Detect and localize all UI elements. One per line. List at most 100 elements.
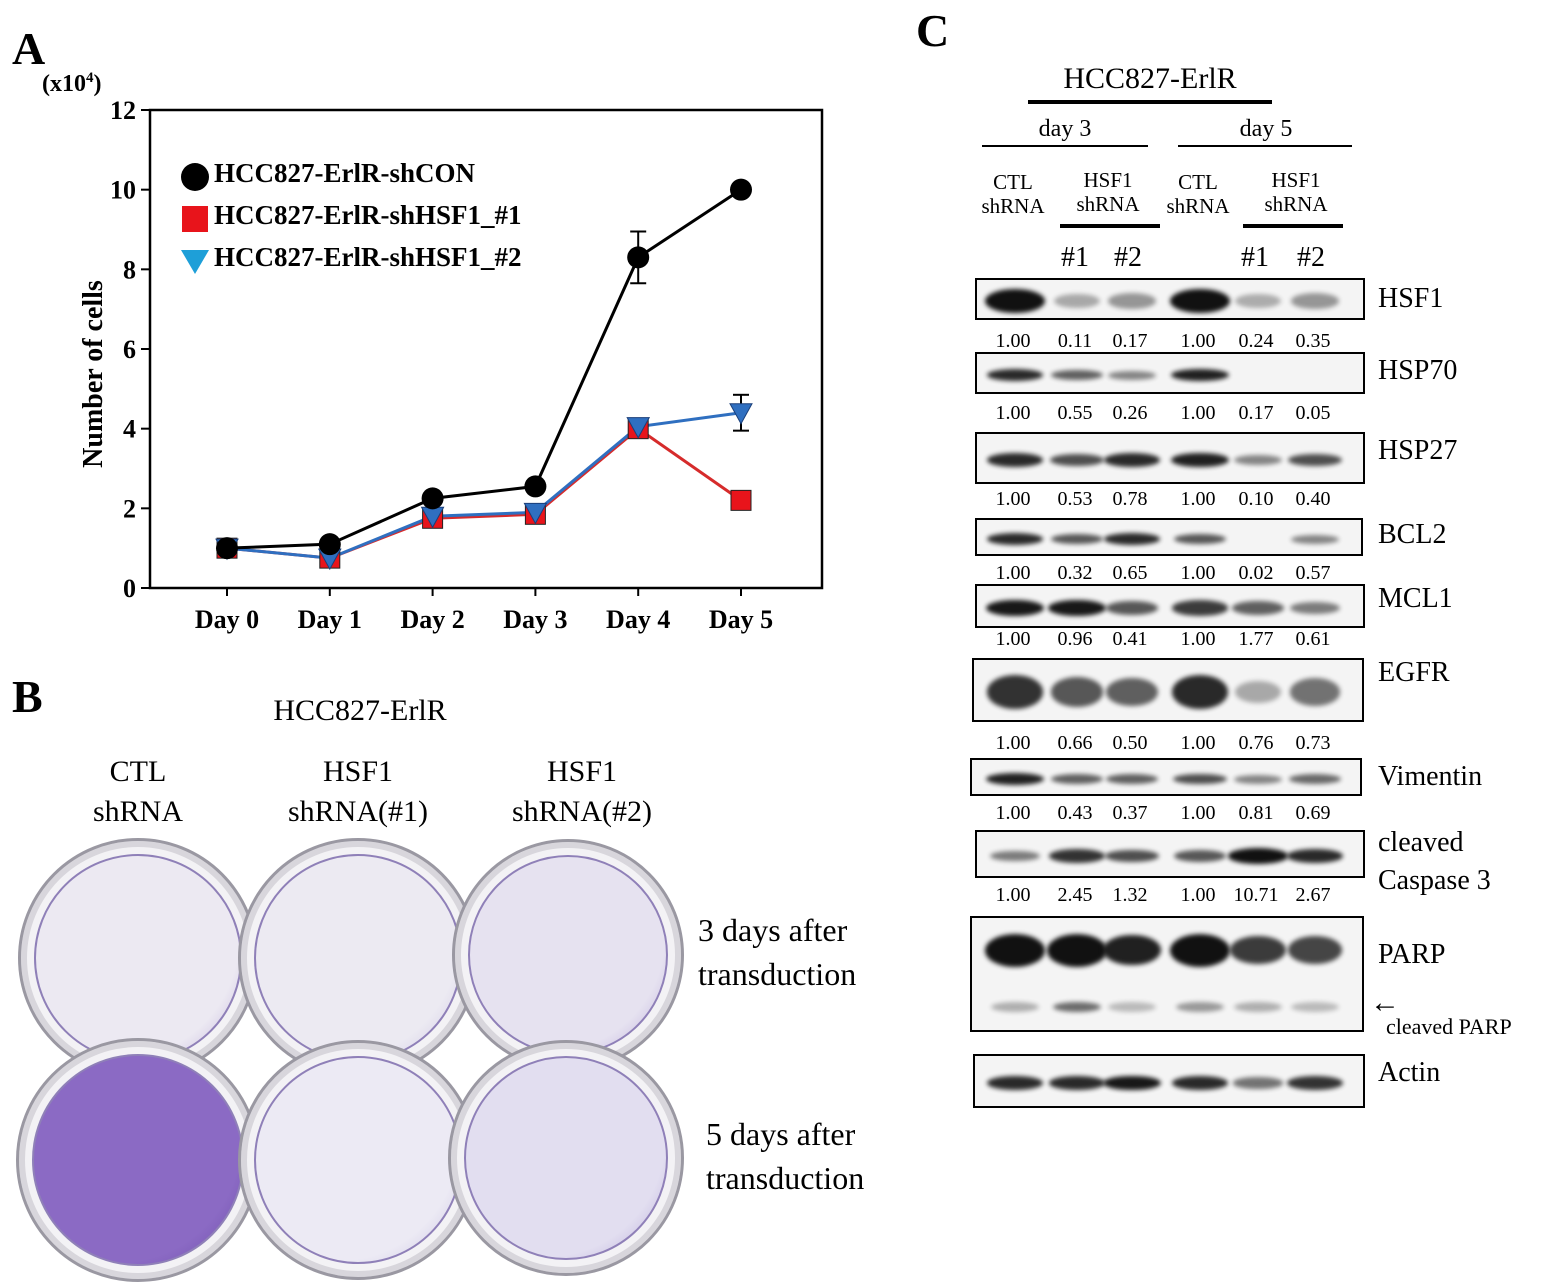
- blot-band: [986, 772, 1044, 786]
- quant-value: 0.66: [1057, 732, 1093, 754]
- blot-band: [1232, 1077, 1284, 1089]
- culture-dish: [452, 839, 684, 1071]
- blot-band: [1103, 453, 1161, 467]
- cleaved-parp-band: [1053, 1002, 1101, 1012]
- quant-value: 0.53: [1057, 488, 1093, 510]
- y-axis-label: Number of cells: [78, 280, 109, 468]
- blot-band: [1171, 452, 1229, 468]
- quant-value: 1.00: [1180, 402, 1216, 424]
- blot-band: [1171, 675, 1229, 709]
- blot-band: [1290, 601, 1340, 615]
- quant-value: 0.24: [1238, 330, 1274, 352]
- quant-value: 0.61: [1295, 628, 1331, 650]
- quant-value: 0.43: [1057, 802, 1093, 824]
- blot-band: [1288, 453, 1342, 467]
- y-tick-label: 12: [110, 96, 136, 125]
- legend-entry: HCC827-ErlR-shCON: [178, 158, 638, 200]
- x-tick-label: Day 1: [298, 605, 362, 634]
- chart-series: [215, 178, 753, 571]
- blot-band: [1289, 774, 1341, 784]
- blot-band: [987, 675, 1043, 709]
- y-tick-label: 2: [123, 494, 136, 523]
- square-icon: [182, 206, 208, 232]
- culture-dish: [16, 1038, 260, 1282]
- blot-band: [986, 369, 1044, 381]
- stained-colonies: [464, 1056, 668, 1260]
- blot-band: [1047, 933, 1107, 967]
- y-tick-label: 0: [123, 574, 136, 603]
- legend-label: HCC827-ErlR-shHSF1_#2: [214, 242, 522, 272]
- data-point: [523, 502, 548, 525]
- quant-value: 1.00: [995, 330, 1031, 352]
- blot-label: Actin: [1378, 1057, 1441, 1088]
- y-multiplier: (x104): [42, 70, 102, 97]
- quant-value: 1.32: [1112, 884, 1148, 906]
- blot-band: [1051, 773, 1103, 785]
- row-label-3-days: 3 days after transduction: [698, 912, 857, 992]
- cleaved-parp-band: [1108, 1002, 1156, 1012]
- y-tick-label: 8: [123, 255, 136, 284]
- blot-band: [986, 453, 1044, 467]
- x-tick-label: Day 0: [195, 605, 259, 634]
- lane-id: #2: [1297, 242, 1325, 273]
- blot-label: BCL2: [1378, 519, 1447, 550]
- quant-value: 0.65: [1112, 562, 1148, 584]
- quant-value: 1.00: [1180, 562, 1216, 584]
- quant-value: 0.76: [1238, 732, 1274, 754]
- blot-band: [1291, 293, 1339, 309]
- quant-value: 2.67: [1295, 884, 1331, 906]
- quant-value: 0.78: [1112, 488, 1148, 510]
- chart-ticks: 0 2 4 6 8 10 12 Day 0 Day 1 Day 2 Day 3 Day 4 Day 5: [110, 96, 773, 634]
- quant-value: 0.57: [1295, 562, 1331, 584]
- panel-c-letter: C: [916, 5, 950, 56]
- blot-band: [1050, 533, 1104, 545]
- blot-label: PARP: [1378, 939, 1446, 970]
- blot-band: [1172, 600, 1228, 616]
- hsf1-shrna-label-d3: HSF1 shRNA: [1076, 168, 1140, 216]
- blot-band: [1235, 293, 1281, 309]
- day3-line: [982, 145, 1148, 147]
- quant-value: 0.17: [1112, 330, 1148, 352]
- quant-value: 1.00: [995, 402, 1031, 424]
- blot-hsp70: [975, 352, 1365, 394]
- stained-colonies: [254, 854, 462, 1062]
- blot-band: [985, 599, 1045, 617]
- data-point: [627, 246, 650, 269]
- blot-band: [1106, 773, 1158, 785]
- col-label-hsf1-1: HSF1 shRNA(#1): [288, 755, 428, 828]
- panel-a-letter: A: [12, 23, 46, 74]
- data-point: [729, 403, 753, 425]
- blot-band: [1108, 293, 1156, 309]
- blot-band: [1290, 534, 1340, 544]
- lane-id: #1: [1241, 242, 1269, 273]
- blot-band: [1170, 288, 1230, 314]
- blot-band: [1105, 849, 1159, 863]
- quant-value: 0.05: [1295, 402, 1331, 424]
- row-label-5-days: 5 days after transduction: [706, 1116, 865, 1196]
- quant-value: 1.00: [995, 488, 1031, 510]
- hsf1-group-line-d3: [1060, 224, 1160, 228]
- quant-value: 0.32: [1057, 562, 1093, 584]
- data-point: [421, 487, 444, 510]
- quant-value: 0.40: [1295, 488, 1331, 510]
- triangle-down-icon: [181, 250, 209, 274]
- panel-c-title: HCC827-ErlR: [1063, 62, 1237, 95]
- quant-value: 0.35: [1295, 330, 1331, 352]
- ctl-shrna-label-d5: CTL shRNA: [1166, 170, 1230, 218]
- blot-band: [1235, 680, 1281, 704]
- col-label-ctl: CTL shRNA: [92, 755, 184, 828]
- series-line: [226, 411, 742, 560]
- blot-band: [1103, 533, 1161, 545]
- blot-label: cleaved Caspase 3: [1378, 827, 1491, 896]
- legend-label: HCC827-ErlR-shCON: [214, 158, 475, 188]
- blot-band: [1106, 677, 1158, 707]
- quant-value: 1.00: [1180, 488, 1216, 510]
- ctl-shrna-label-d3: CTL shRNA: [981, 170, 1045, 218]
- quant-value: 1.00: [1180, 884, 1216, 906]
- data-point: [626, 417, 651, 439]
- day5-label: day 5: [1239, 116, 1293, 142]
- quant-value: 1.00: [1180, 802, 1216, 824]
- blot-band: [986, 1076, 1044, 1090]
- quant-value: 0.26: [1112, 402, 1148, 424]
